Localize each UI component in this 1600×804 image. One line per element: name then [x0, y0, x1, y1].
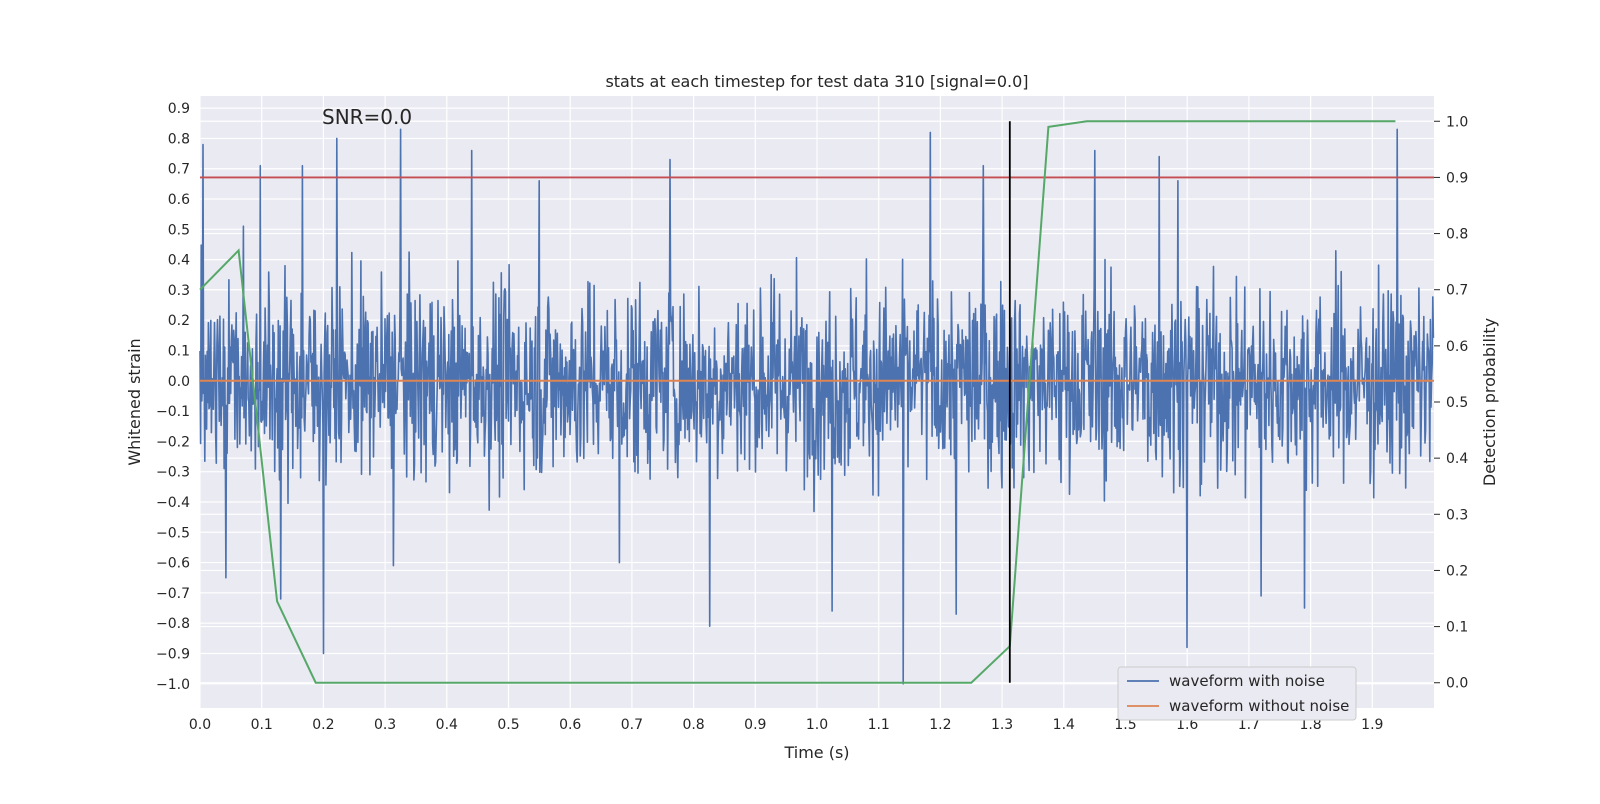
y-right-tick-label: 0.8 — [1446, 227, 1468, 243]
y-left-tick-label: −1.0 — [156, 677, 190, 693]
x-tick-label: 1.2 — [929, 717, 951, 733]
x-tick-label: 1.6 — [1176, 717, 1198, 733]
y-right-tick-label: 0.7 — [1446, 283, 1468, 299]
y-right-tick-label: 0.6 — [1446, 339, 1468, 355]
snr-annotation: SNR=0.0 — [322, 105, 412, 129]
x-tick-label: 1.8 — [1299, 717, 1321, 733]
y-left-tick-label: −0.8 — [156, 616, 190, 632]
y-left-tick-label: 0.4 — [168, 253, 190, 269]
x-tick-label: 1.3 — [991, 717, 1013, 733]
y-left-tick-label: 0.0 — [168, 374, 190, 390]
y-left-tick-label: −0.1 — [156, 404, 190, 420]
legend: waveform with noise waveform without noi… — [1117, 666, 1357, 721]
y-right-axis-label: Detection probability — [1480, 318, 1499, 486]
y-right-tick-label: 0.0 — [1446, 676, 1468, 692]
y-right-tick-label: 0.2 — [1446, 563, 1468, 579]
x-tick-label: 1.7 — [1238, 717, 1260, 733]
y-left-tick-label: 0.1 — [168, 343, 190, 359]
chart-title: stats at each timestep for test data 310… — [605, 72, 1028, 91]
y-left-tick-label: 0.3 — [168, 283, 190, 299]
y-right-tick-label: 0.9 — [1446, 170, 1468, 186]
x-tick-label: 0.7 — [621, 717, 643, 733]
x-tick-label: 1.1 — [868, 717, 890, 733]
x-tick-label: 0.4 — [436, 717, 458, 733]
y-left-tick-label: −0.6 — [156, 556, 190, 572]
y-left-tick-label: 0.8 — [168, 131, 190, 147]
x-tick-label: 0.9 — [744, 717, 766, 733]
y-right-tick-labels: 0.0 0.1 0.2 0.3 0.4 0.5 0.6 0.7 0.8 0.9 1.0 — [1434, 114, 1468, 692]
y-left-tick-label: 0.2 — [168, 313, 190, 329]
y-right-tick-label: 0.1 — [1446, 620, 1468, 636]
y-right-tick-label: 0.3 — [1446, 507, 1468, 523]
y-left-tick-label: −0.9 — [156, 646, 190, 662]
series-layer — [199, 120, 1435, 685]
x-tick-label: 0.8 — [682, 717, 704, 733]
legend-label-clean: waveform without noise — [1169, 697, 1349, 715]
y-left-tick-label: −0.2 — [156, 434, 190, 450]
y-left-tick-label: −0.5 — [156, 525, 190, 541]
x-tick-label: 0.5 — [497, 717, 519, 733]
y-left-tick-labels: −1.0 −0.9 −0.8 −0.7 −0.6 −0.5 −0.4 −0.3 −0.2 −0.1… — [156, 101, 190, 693]
y-left-tick-label: 0.9 — [168, 101, 190, 117]
y-left-axis-label: Whitened strain — [125, 338, 144, 465]
y-left-tick-label: 0.6 — [168, 192, 190, 208]
x-tick-label: 0.1 — [251, 717, 273, 733]
legend-label-noise: waveform with noise — [1169, 672, 1325, 690]
y-left-tick-label: −0.7 — [156, 586, 190, 602]
x-tick-label: 0.3 — [374, 717, 396, 733]
y-right-tick-label: 1.0 — [1446, 114, 1468, 130]
series-waveform-with-noise — [199, 128, 1435, 685]
y-left-tick-label: 0.5 — [168, 222, 190, 238]
x-tick-label: 1.5 — [1114, 717, 1136, 733]
x-tick-label: 1.9 — [1361, 717, 1383, 733]
series-detection-probability — [199, 120, 1396, 684]
y-right-tick-label: 0.5 — [1446, 395, 1468, 411]
x-tick-label: 1.0 — [806, 717, 828, 733]
y-left-tick-label: −0.3 — [156, 465, 190, 481]
y-right-tick-label: 0.4 — [1446, 451, 1468, 467]
y-left-tick-label: 0.7 — [168, 162, 190, 178]
x-tick-label: 0.0 — [189, 717, 211, 733]
x-tick-label: 1.4 — [1053, 717, 1075, 733]
x-tick-label: 0.6 — [559, 717, 581, 733]
legend-box — [1117, 666, 1357, 721]
y-left-tick-label: −0.4 — [156, 495, 190, 511]
x-axis-label: Time (s) — [783, 743, 849, 762]
x-tick-labels: 0.0 0.1 0.2 0.3 0.4 0.5 0.6 0.7 0.8 0.9 1.0 1.1 1.2 1… — [189, 717, 1384, 733]
x-tick-label: 0.2 — [312, 717, 334, 733]
